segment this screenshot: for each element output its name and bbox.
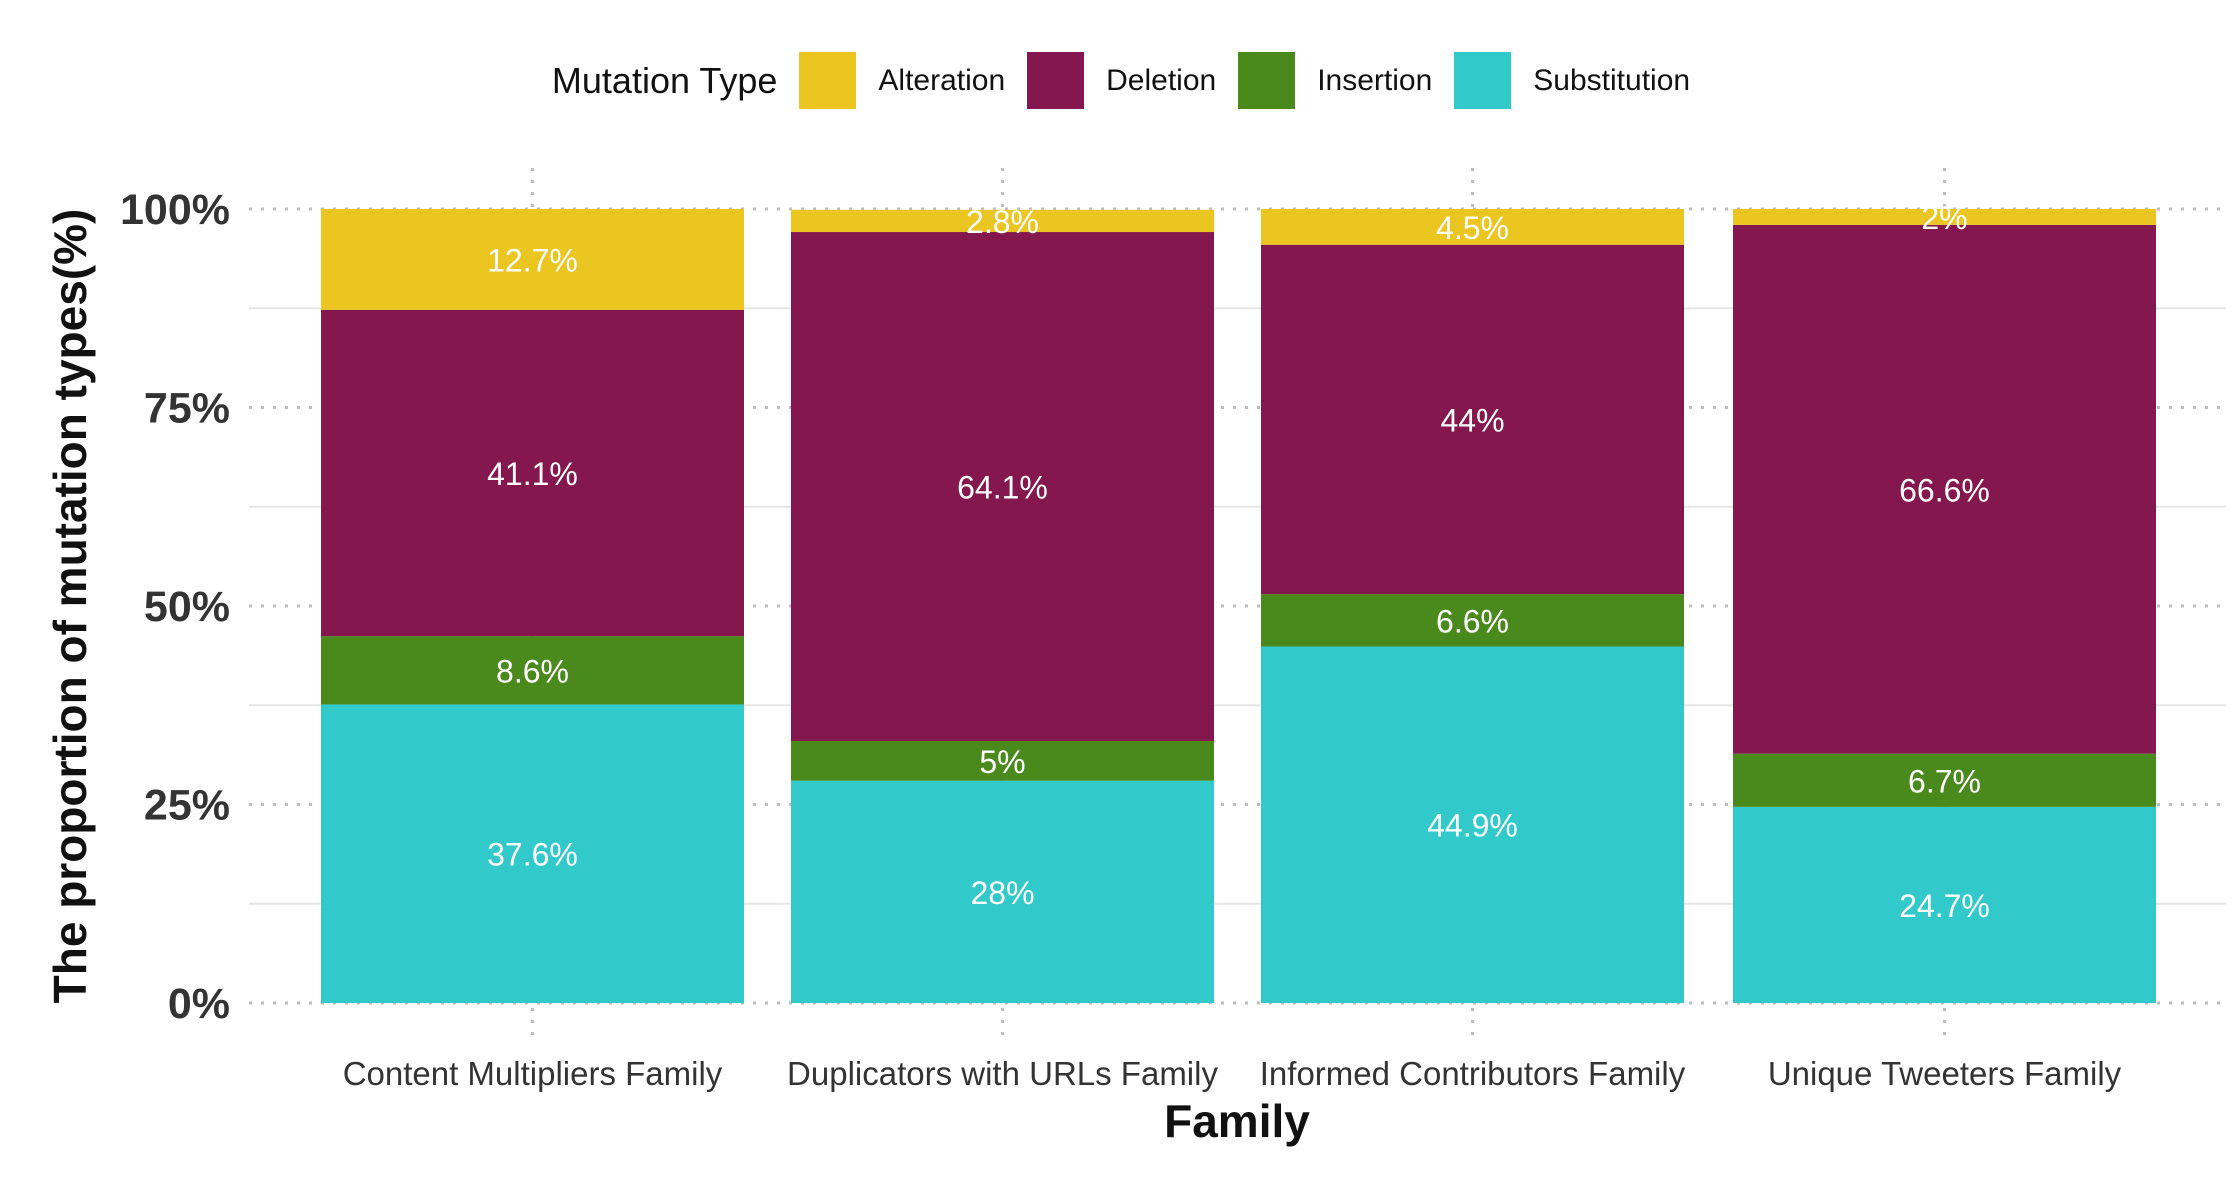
bar-segment-deletion (321, 309, 744, 637)
data-label: 12.7% (487, 242, 578, 278)
bar-segment-deletion (1261, 244, 1684, 595)
y-tick-label: 0% (168, 980, 230, 1028)
x-tick-label: Duplicators with URLs Family (787, 1055, 1218, 1092)
legend-label: Deletion (1106, 63, 1217, 97)
y-tick-label: 75% (144, 385, 230, 433)
x-axis-title: Family (1164, 1095, 1310, 1147)
y-axis-title: The proportion of mutation types(%) (44, 209, 96, 1004)
bar-segment-alteration (791, 209, 1214, 233)
legend-swatch (1238, 52, 1296, 109)
legend-title: Mutation Type (551, 59, 778, 101)
bar-segment-deletion (1733, 224, 2156, 754)
bar-segment-deletion (791, 232, 1214, 741)
bar-segment-insertion (1733, 753, 2156, 807)
legend-item-substitution: Substitution (1454, 52, 1690, 109)
bar-segment-substitution (1733, 806, 2156, 1003)
legend-label: Insertion (1317, 63, 1433, 97)
y-tick-label: 50% (144, 583, 230, 631)
data-label: 2% (1921, 200, 1967, 236)
data-label: 44% (1440, 402, 1504, 438)
legend-swatch (799, 52, 857, 109)
data-label: 66.6% (1899, 472, 1990, 508)
bar-segment-alteration (1261, 209, 1684, 245)
data-label: 64.1% (957, 470, 1048, 506)
y-tick-label: 25% (144, 782, 230, 830)
bar-segment-insertion (321, 636, 744, 705)
data-label: 6.6% (1436, 603, 1509, 639)
data-label: 8.6% (496, 653, 569, 689)
data-label: 28% (970, 875, 1034, 911)
data-label: 24.7% (1899, 888, 1990, 924)
bar-segment-substitution (321, 704, 744, 1003)
bar-segment-insertion (1261, 594, 1684, 647)
legend-swatch (1027, 52, 1085, 109)
bar-segment-substitution (791, 780, 1214, 1003)
legend-item-insertion: Insertion (1238, 52, 1432, 109)
x-tick-label: Unique Tweeters Family (1768, 1055, 2122, 1092)
y-tick-label: 100% (120, 186, 230, 234)
legend: Mutation Type Alteration Deletion Insertio… (0, 52, 2234, 109)
legend-item-alteration: Alteration (799, 52, 1005, 109)
x-tick-label: Content Multipliers Family (343, 1055, 723, 1092)
data-label: 44.9% (1427, 808, 1518, 844)
bar-segment-alteration (1733, 209, 2156, 225)
data-label: 2.8% (966, 204, 1039, 240)
data-label: 6.7% (1908, 763, 1981, 799)
legend-label: Substitution (1533, 63, 1691, 97)
x-tick-label: Informed Contributors Family (1260, 1055, 1686, 1092)
bar-segment-substitution (1261, 646, 1684, 1003)
data-label: 4.5% (1436, 210, 1509, 246)
legend-label: Alteration (878, 63, 1006, 97)
legend-item-deletion: Deletion (1027, 52, 1216, 109)
data-label: 5% (979, 744, 1025, 780)
bar-segment-insertion (791, 740, 1214, 781)
data-label: 37.6% (487, 837, 578, 873)
legend-swatch (1454, 52, 1512, 109)
bar-segment-alteration (321, 209, 744, 310)
data-label: 41.1% (487, 456, 578, 492)
